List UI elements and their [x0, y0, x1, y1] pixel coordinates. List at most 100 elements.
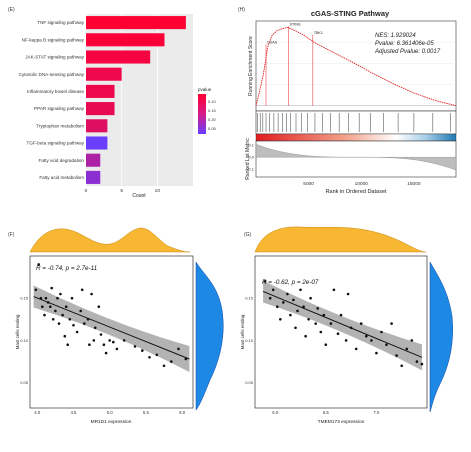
f-y-ticks: 0.15 0.10 0.05	[20, 296, 29, 385]
g-confidence-band	[263, 280, 422, 371]
scatter-x-tick: 6.0	[179, 410, 186, 415]
scatter-point	[344, 339, 348, 342]
scatter-point	[54, 309, 57, 313]
scatter-point	[400, 364, 404, 368]
gsea-heat-strip	[255, 133, 457, 142]
legend-colorbar	[198, 94, 206, 134]
scatter-point	[359, 322, 363, 325]
gsea-gene-markers: CGAS STING TBK1	[265, 22, 323, 106]
scatter-point	[268, 296, 272, 300]
scatter-point	[115, 347, 119, 351]
scatter-point	[59, 292, 62, 296]
gsea-stats: NES: 1.929024 Pvalue: 6.361406e-05 Adjus…	[374, 33, 441, 55]
bar	[86, 136, 108, 150]
scatter-point	[415, 360, 419, 363]
gsea-adj-pvalue: Adjusted Pvalue: 0.0017	[374, 49, 441, 55]
g-right-density	[429, 261, 453, 413]
bar-category-label: Cytosolic DNA-sensing pathway	[19, 72, 85, 77]
scatter-point	[66, 343, 69, 347]
f-top-density	[29, 227, 191, 253]
scatter-point	[80, 288, 84, 292]
bar-x-tick: 5	[120, 188, 123, 194]
scatter-point	[289, 313, 292, 317]
scatter-point	[70, 296, 74, 300]
scatter-point	[155, 353, 159, 357]
scatter-point	[332, 288, 336, 292]
legend-ticks: 0.10 0.15 0.20 0.05	[208, 99, 217, 131]
scatter-point	[365, 334, 368, 338]
g-top-density	[254, 226, 427, 253]
gsea-hits-area	[255, 110, 457, 135]
scatter-point	[51, 318, 55, 321]
scatter-point	[339, 313, 343, 317]
scatter-x-tick: 5.5	[143, 410, 150, 415]
scatter-point	[410, 339, 414, 342]
g-y-label: Mast cells resting	[240, 314, 245, 349]
scatter-point	[162, 364, 166, 368]
gsea-rank-y-ticks: 0.1 0.0 -0.1	[247, 143, 255, 172]
scatter-point	[102, 343, 106, 347]
scatter-y-tick: 0.10	[245, 338, 254, 343]
scatter-point	[148, 356, 151, 359]
scatter-point	[41, 305, 44, 309]
scatter-point	[405, 347, 409, 351]
scatter-y-tick: 0.10	[20, 338, 29, 343]
scatter-point	[354, 347, 358, 351]
bar-x-axis-label: Count	[132, 193, 146, 199]
gsea-x-tick: 15000	[407, 181, 421, 187]
scatter-point	[307, 318, 310, 321]
scatter-point	[282, 301, 285, 304]
scatter-point	[184, 357, 188, 361]
bar-category-label: Fatty acid metabolism	[39, 175, 84, 180]
scatter-point	[99, 333, 103, 336]
scatter-point	[88, 343, 91, 347]
bar-category-labels: TNF signaling pathway NF-kappa B signalin…	[19, 20, 85, 180]
scatter-point	[64, 305, 68, 309]
g-plot-area	[254, 255, 428, 409]
bar-category-label: TGF-beta signaling pathway	[27, 141, 85, 146]
scatter-point	[316, 307, 320, 310]
scatter-point	[292, 298, 295, 302]
scatter-point	[57, 322, 61, 325]
f-regression-line	[33, 296, 190, 360]
scatter-point	[90, 292, 93, 296]
scatter-point	[380, 330, 383, 334]
scatter-point	[75, 330, 79, 334]
bar	[86, 67, 122, 81]
gsea-y-label-top: Running Enrichment Score	[248, 36, 254, 96]
scatter-point	[46, 301, 50, 304]
panel-label-g: (G)	[244, 232, 252, 238]
panel-label-f: (F)	[8, 232, 15, 238]
g-regression-line	[262, 291, 423, 358]
scatter-point	[276, 305, 279, 309]
legend-tick: 0.15	[208, 108, 217, 113]
scatter-point	[349, 326, 353, 330]
scatter-point	[63, 334, 67, 338]
scatter-point	[49, 305, 52, 309]
scatter-point	[93, 326, 97, 330]
scatter-y-tick: 0.05	[245, 380, 254, 385]
bar	[86, 153, 101, 167]
scatter-point	[86, 318, 90, 321]
panel-label-h: (H)	[238, 7, 245, 13]
scatter-point	[104, 351, 108, 355]
scatter-point	[133, 345, 137, 348]
gsea-nes: NES: 1.929024	[375, 33, 416, 39]
gsea-es-area	[255, 20, 457, 112]
scatter-y-tick: 0.15	[20, 296, 29, 301]
scatter-point	[319, 330, 323, 334]
scatter-x-tick: 4.5	[70, 410, 77, 415]
scatter-y-tick: 0.15	[245, 296, 254, 301]
gsea-gene-label: CGAS	[267, 40, 278, 44]
legend-title: pvalue	[198, 87, 212, 92]
bar	[86, 119, 108, 133]
scatter-point	[79, 309, 82, 313]
bar-x-ticks: 0 5 10	[85, 188, 161, 194]
scatter-point	[97, 305, 101, 309]
scatter-point	[309, 296, 312, 300]
scatter-point	[395, 354, 398, 357]
gsea-title: cGAS-STING Pathway	[311, 9, 390, 18]
scatter-point	[263, 280, 267, 283]
scatter-point	[92, 339, 96, 342]
